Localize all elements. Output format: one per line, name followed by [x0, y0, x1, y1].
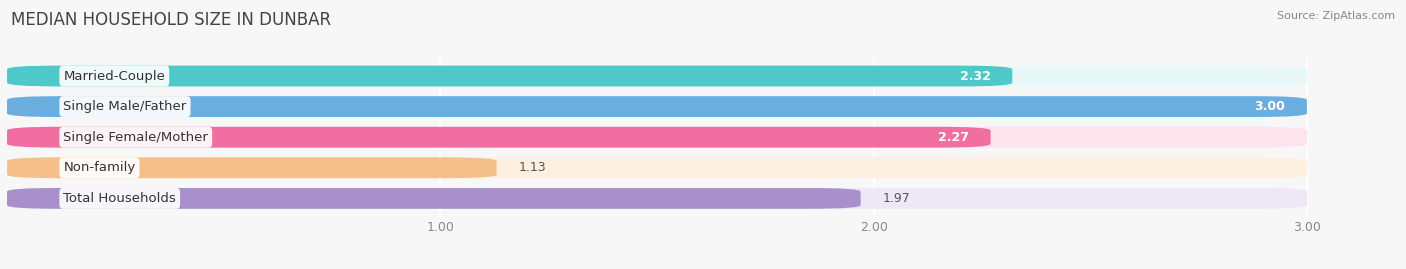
Text: 1.97: 1.97 [883, 192, 910, 205]
Text: Non-family: Non-family [63, 161, 135, 174]
Text: Source: ZipAtlas.com: Source: ZipAtlas.com [1277, 11, 1395, 21]
FancyBboxPatch shape [7, 66, 1012, 86]
FancyBboxPatch shape [7, 127, 991, 148]
FancyBboxPatch shape [7, 157, 496, 178]
FancyBboxPatch shape [7, 96, 1308, 117]
FancyBboxPatch shape [7, 157, 1308, 178]
Text: Total Households: Total Households [63, 192, 176, 205]
FancyBboxPatch shape [7, 127, 1308, 148]
Text: 3.00: 3.00 [1254, 100, 1285, 113]
FancyBboxPatch shape [7, 66, 1308, 86]
Text: 1.13: 1.13 [519, 161, 546, 174]
Text: Married-Couple: Married-Couple [63, 69, 166, 83]
FancyBboxPatch shape [7, 188, 860, 209]
FancyBboxPatch shape [7, 188, 1308, 209]
FancyBboxPatch shape [7, 96, 1308, 117]
Text: 2.27: 2.27 [938, 131, 969, 144]
Text: Single Male/Father: Single Male/Father [63, 100, 187, 113]
Text: Single Female/Mother: Single Female/Mother [63, 131, 208, 144]
Text: MEDIAN HOUSEHOLD SIZE IN DUNBAR: MEDIAN HOUSEHOLD SIZE IN DUNBAR [11, 11, 332, 29]
Text: 2.32: 2.32 [960, 69, 991, 83]
